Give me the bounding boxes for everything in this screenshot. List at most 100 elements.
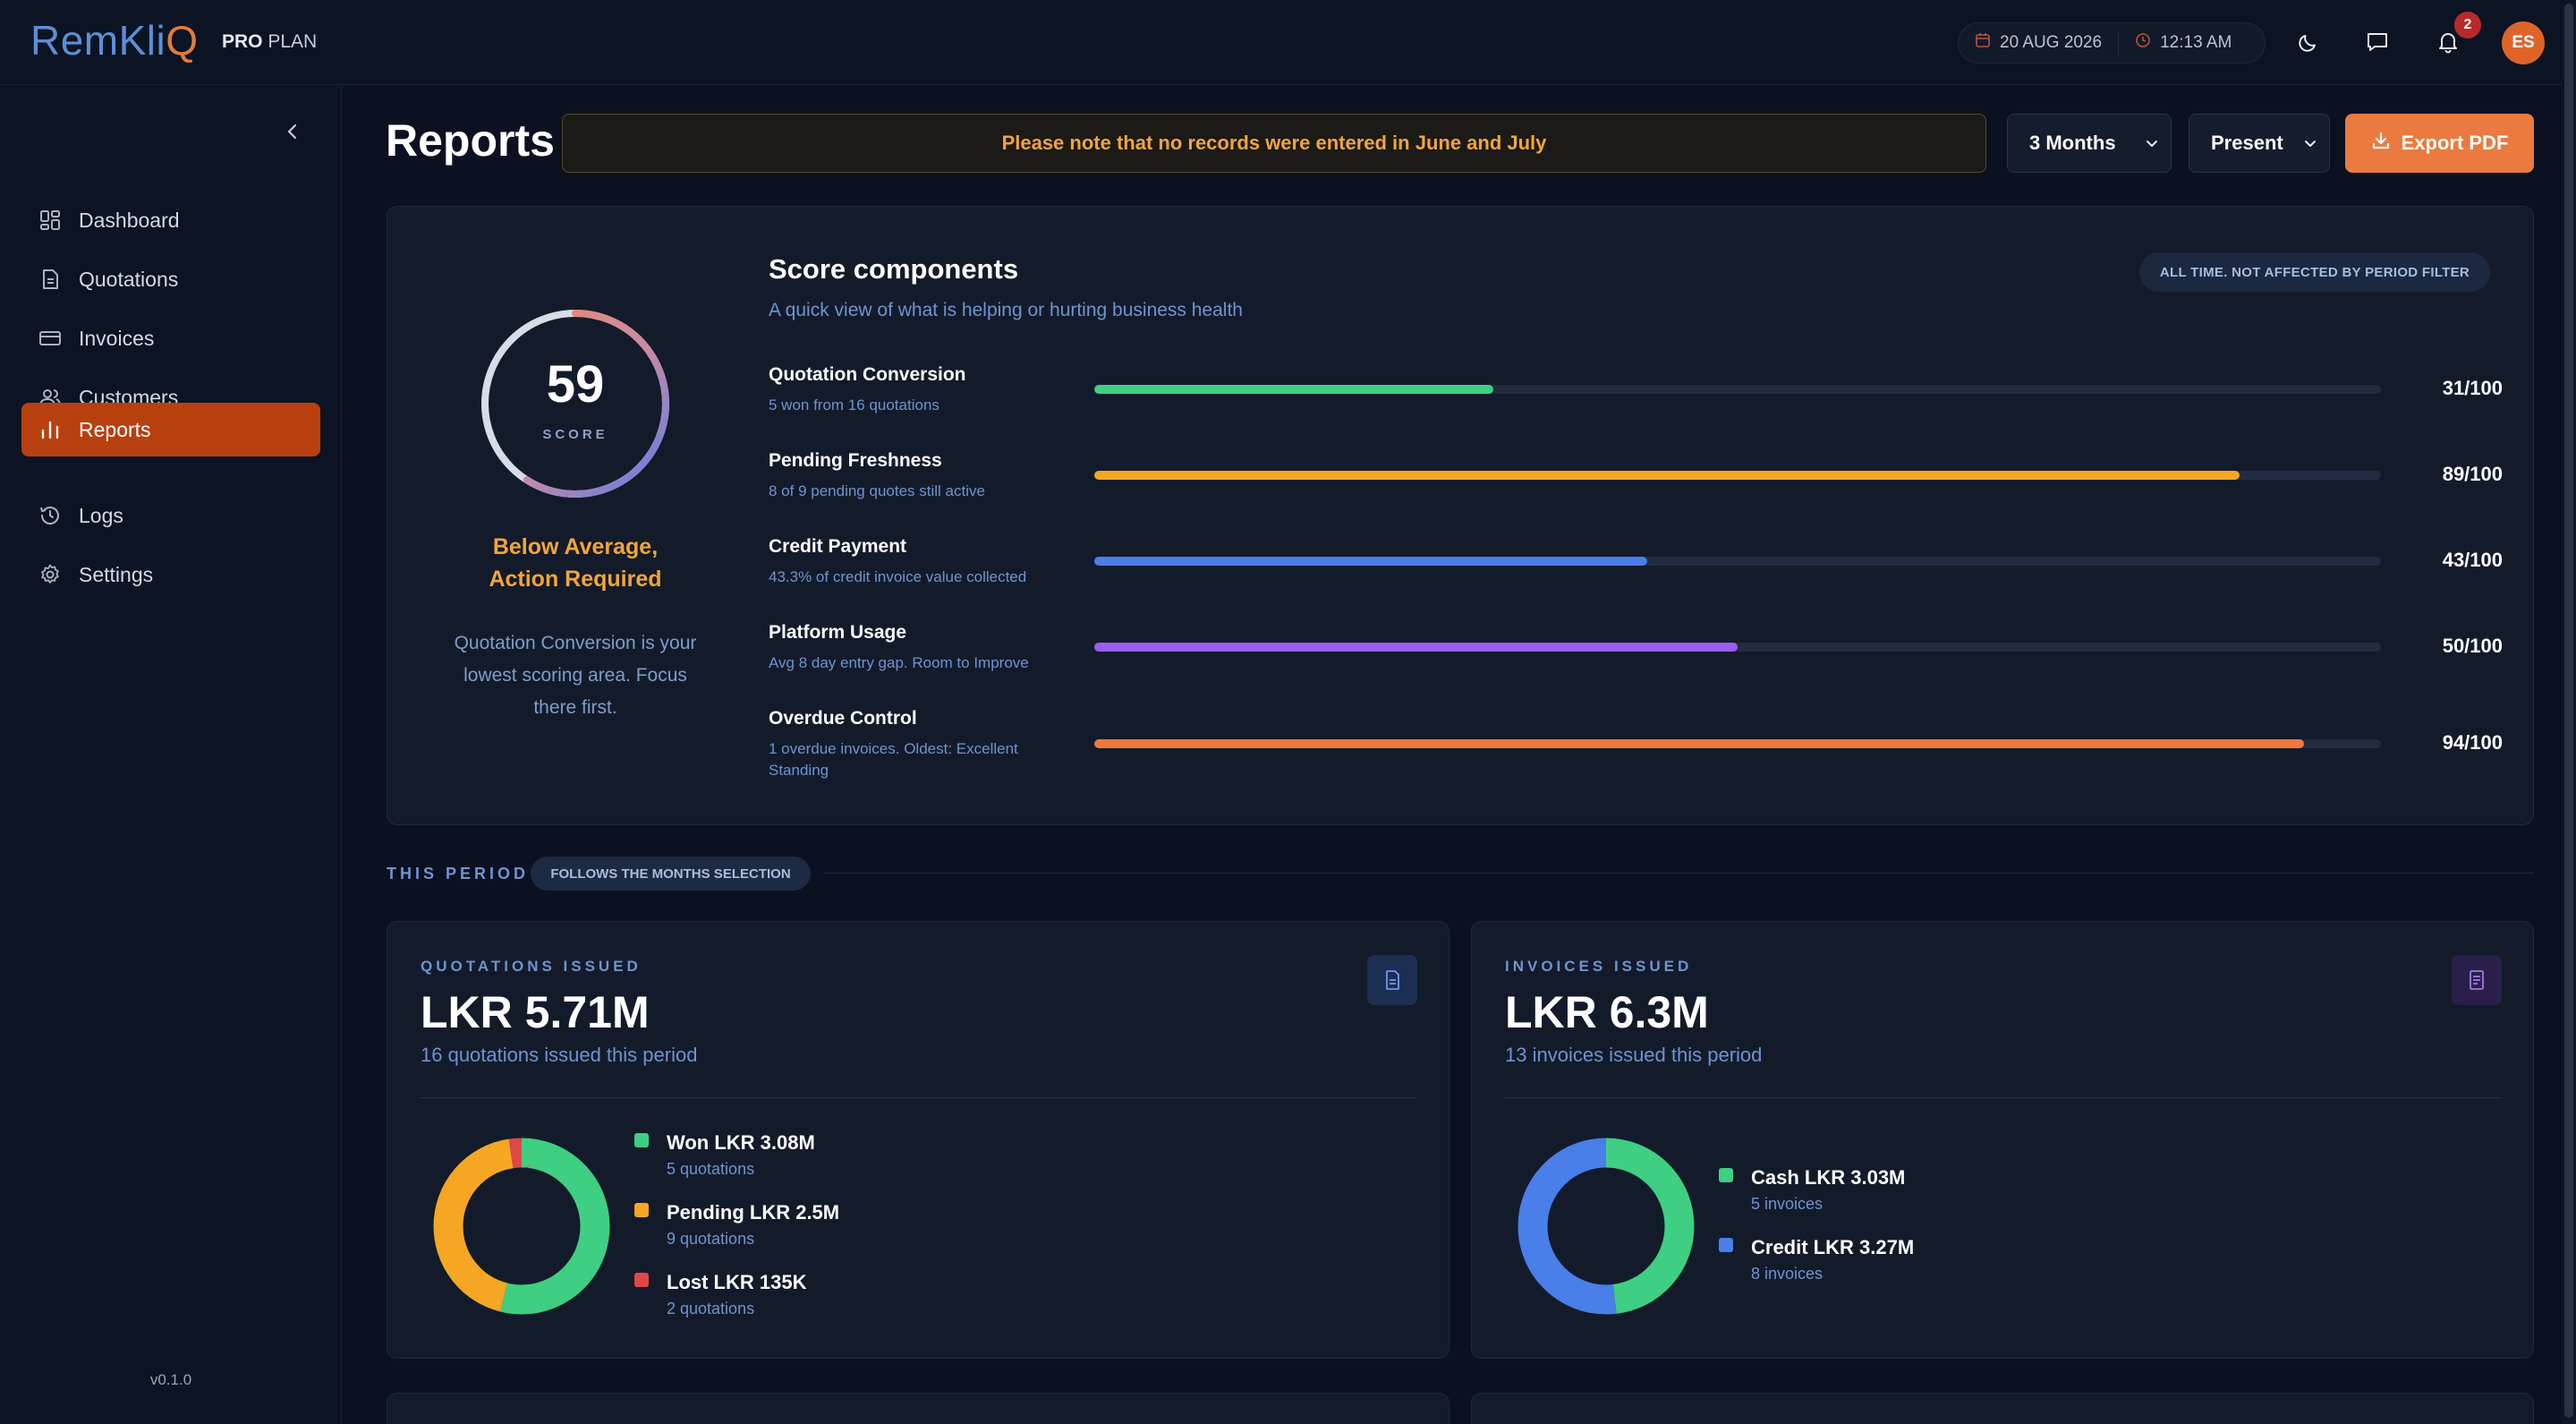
notice-banner: Please note that no records were entered…: [562, 114, 1986, 173]
card-divider: [1505, 1097, 2502, 1098]
component-score: 31/100: [2442, 377, 2503, 399]
gear-icon: [38, 562, 63, 587]
sidebar-item-label: Quotations: [79, 267, 179, 291]
legend-title: Credit LKR 3.27M: [1751, 1236, 1915, 1258]
legend-title: Pending LKR 2.5M: [667, 1201, 840, 1224]
sidebar-item-reports[interactable]: Reports: [21, 403, 320, 456]
sidebar-item-quotations[interactable]: Quotations: [21, 252, 320, 306]
invoice-receipt-icon[interactable]: [2452, 955, 2502, 1005]
app-version: v0.1.0: [149, 1371, 192, 1388]
sidebar-item-invoices[interactable]: Invoices: [21, 311, 320, 365]
current-time: 12:13 AM: [2160, 33, 2232, 52]
component-score: 89/100: [2442, 463, 2503, 485]
sidebar-item-label: Invoices: [79, 326, 155, 350]
card-divider: [421, 1097, 1417, 1098]
component-name: Credit Payment: [769, 536, 907, 557]
history-icon: [38, 503, 63, 528]
legend-swatch: [634, 1133, 649, 1147]
score-gauge: [481, 310, 669, 498]
period-divider: [823, 873, 2534, 874]
sidebar: Dashboard Quotations Invoices Customers …: [0, 86, 342, 1424]
messages-icon[interactable]: [2360, 25, 2394, 59]
card-kicker: INVOICES ISSUED: [1505, 958, 1693, 975]
sidebar-item-logs[interactable]: Logs: [21, 489, 320, 542]
donut-segment-1: [1518, 1138, 1695, 1315]
invoices-issued-card: INVOICES ISSUED LKR 6.3M 13 invoices iss…: [1471, 921, 2534, 1359]
months-select[interactable]: 3 Months: [2007, 114, 2172, 173]
component-score: 50/100: [2442, 635, 2503, 657]
card-subtitle: 16 quotations issued this period: [421, 1044, 698, 1066]
legend-subtitle: 5 invoices: [1751, 1195, 1824, 1213]
card-kicker: QUOTATIONS ISSUED: [421, 958, 642, 975]
component-score: 94/100: [2442, 731, 2503, 754]
page-title: Reports: [386, 115, 555, 166]
component-name: Pending Freshness: [769, 450, 942, 471]
quotations-donut-chart: [433, 1138, 610, 1315]
theme-toggle-moon-icon[interactable]: [2291, 25, 2325, 59]
document-icon: [38, 267, 63, 292]
score-status: Below Average, Action Required: [423, 531, 727, 595]
card-value: LKR 6.3M: [1505, 987, 1709, 1037]
period-section-label: THIS PERIOD: [387, 865, 530, 883]
plan-word: PLAN: [268, 31, 318, 52]
current-date: 20 AUG 2026: [2000, 33, 2103, 52]
chart-icon: [38, 417, 63, 442]
chevron-down-icon: [2304, 134, 2317, 158]
card-subtitle: 13 invoices issued this period: [1505, 1044, 1763, 1066]
legend-subtitle: 8 invoices: [1751, 1265, 1824, 1283]
component-bar-fill: [1094, 557, 1648, 566]
component-desc: Avg 8 day entry gap. Room to Improve: [769, 654, 1029, 671]
score-value: 59: [546, 355, 605, 414]
sidebar-item-label: Reports: [79, 417, 151, 441]
legend-subtitle: 9 quotations: [667, 1230, 755, 1248]
component-bar-fill: [1094, 739, 2304, 748]
quotation-document-icon[interactable]: [1367, 955, 1417, 1005]
datetime-display: 20 AUG 2026 12:13 AM: [1958, 22, 2266, 64]
user-avatar[interactable]: ES: [2502, 21, 2545, 64]
component-desc: 43.3% of credit invoice value collected: [769, 568, 1027, 585]
component-score: 43/100: [2442, 549, 2503, 571]
component-bar-fill: [1094, 385, 1493, 394]
export-pdf-label: Export PDF: [2401, 132, 2509, 154]
score-status-line-1: Below Average,: [492, 534, 659, 559]
score-components-subtitle: A quick view of what is helping or hurti…: [769, 300, 1243, 320]
component-bar-track: [1094, 385, 2381, 394]
legend-swatch: [1719, 1168, 1733, 1182]
score-gauge-arc: [481, 310, 669, 498]
component-name: Overdue Control: [769, 708, 917, 729]
collapse-sidebar-chevron-left-icon[interactable]: [279, 118, 306, 145]
export-pdf-button[interactable]: Export PDF: [2345, 114, 2534, 173]
period-select[interactable]: Present: [2189, 114, 2330, 173]
component-desc: 5 won from 16 quotations: [769, 397, 939, 414]
invoices-donut-chart: [1518, 1138, 1695, 1315]
component-bar-track: [1094, 739, 2381, 748]
calendar-icon: [1975, 32, 1991, 54]
score-status-line-2: Action Required: [489, 567, 662, 592]
score-label: SCORE: [542, 427, 608, 442]
download-icon: [2371, 131, 2391, 156]
component-name: Platform Usage: [769, 622, 907, 643]
logo-text: RemKli: [30, 17, 166, 64]
legend-title: Lost LKR 135K: [667, 1271, 807, 1293]
sidebar-item-label: Settings: [79, 562, 154, 586]
notification-count-badge: 2: [2454, 12, 2481, 38]
next-report-card-right: [1471, 1393, 2534, 1424]
component-bar-fill: [1094, 643, 1738, 652]
legend-subtitle: 2 quotations: [667, 1300, 755, 1317]
card-value: LKR 5.71M: [421, 987, 650, 1037]
component-bar-track: [1094, 557, 2381, 566]
sidebar-item-label: Logs: [79, 503, 123, 527]
legend-swatch: [634, 1203, 649, 1217]
legend-subtitle: 5 quotations: [667, 1160, 755, 1178]
dashboard-icon: [38, 208, 63, 233]
sidebar-item-settings[interactable]: Settings: [21, 548, 320, 601]
component-desc: 8 of 9 pending quotes still active: [769, 482, 985, 499]
page-scrollbar[interactable]: [2562, 0, 2576, 1424]
sidebar-item-dashboard[interactable]: Dashboard: [21, 193, 320, 247]
component-bar-track: [1094, 471, 2381, 480]
page-scrollbar-thumb[interactable]: [2564, 4, 2573, 1418]
notifications-bell-icon[interactable]: [2431, 25, 2465, 59]
donut-segment-2: [433, 1138, 610, 1315]
app-logo[interactable]: RemKliQ: [30, 16, 199, 64]
sidebar-item-label: Dashboard: [79, 208, 180, 232]
